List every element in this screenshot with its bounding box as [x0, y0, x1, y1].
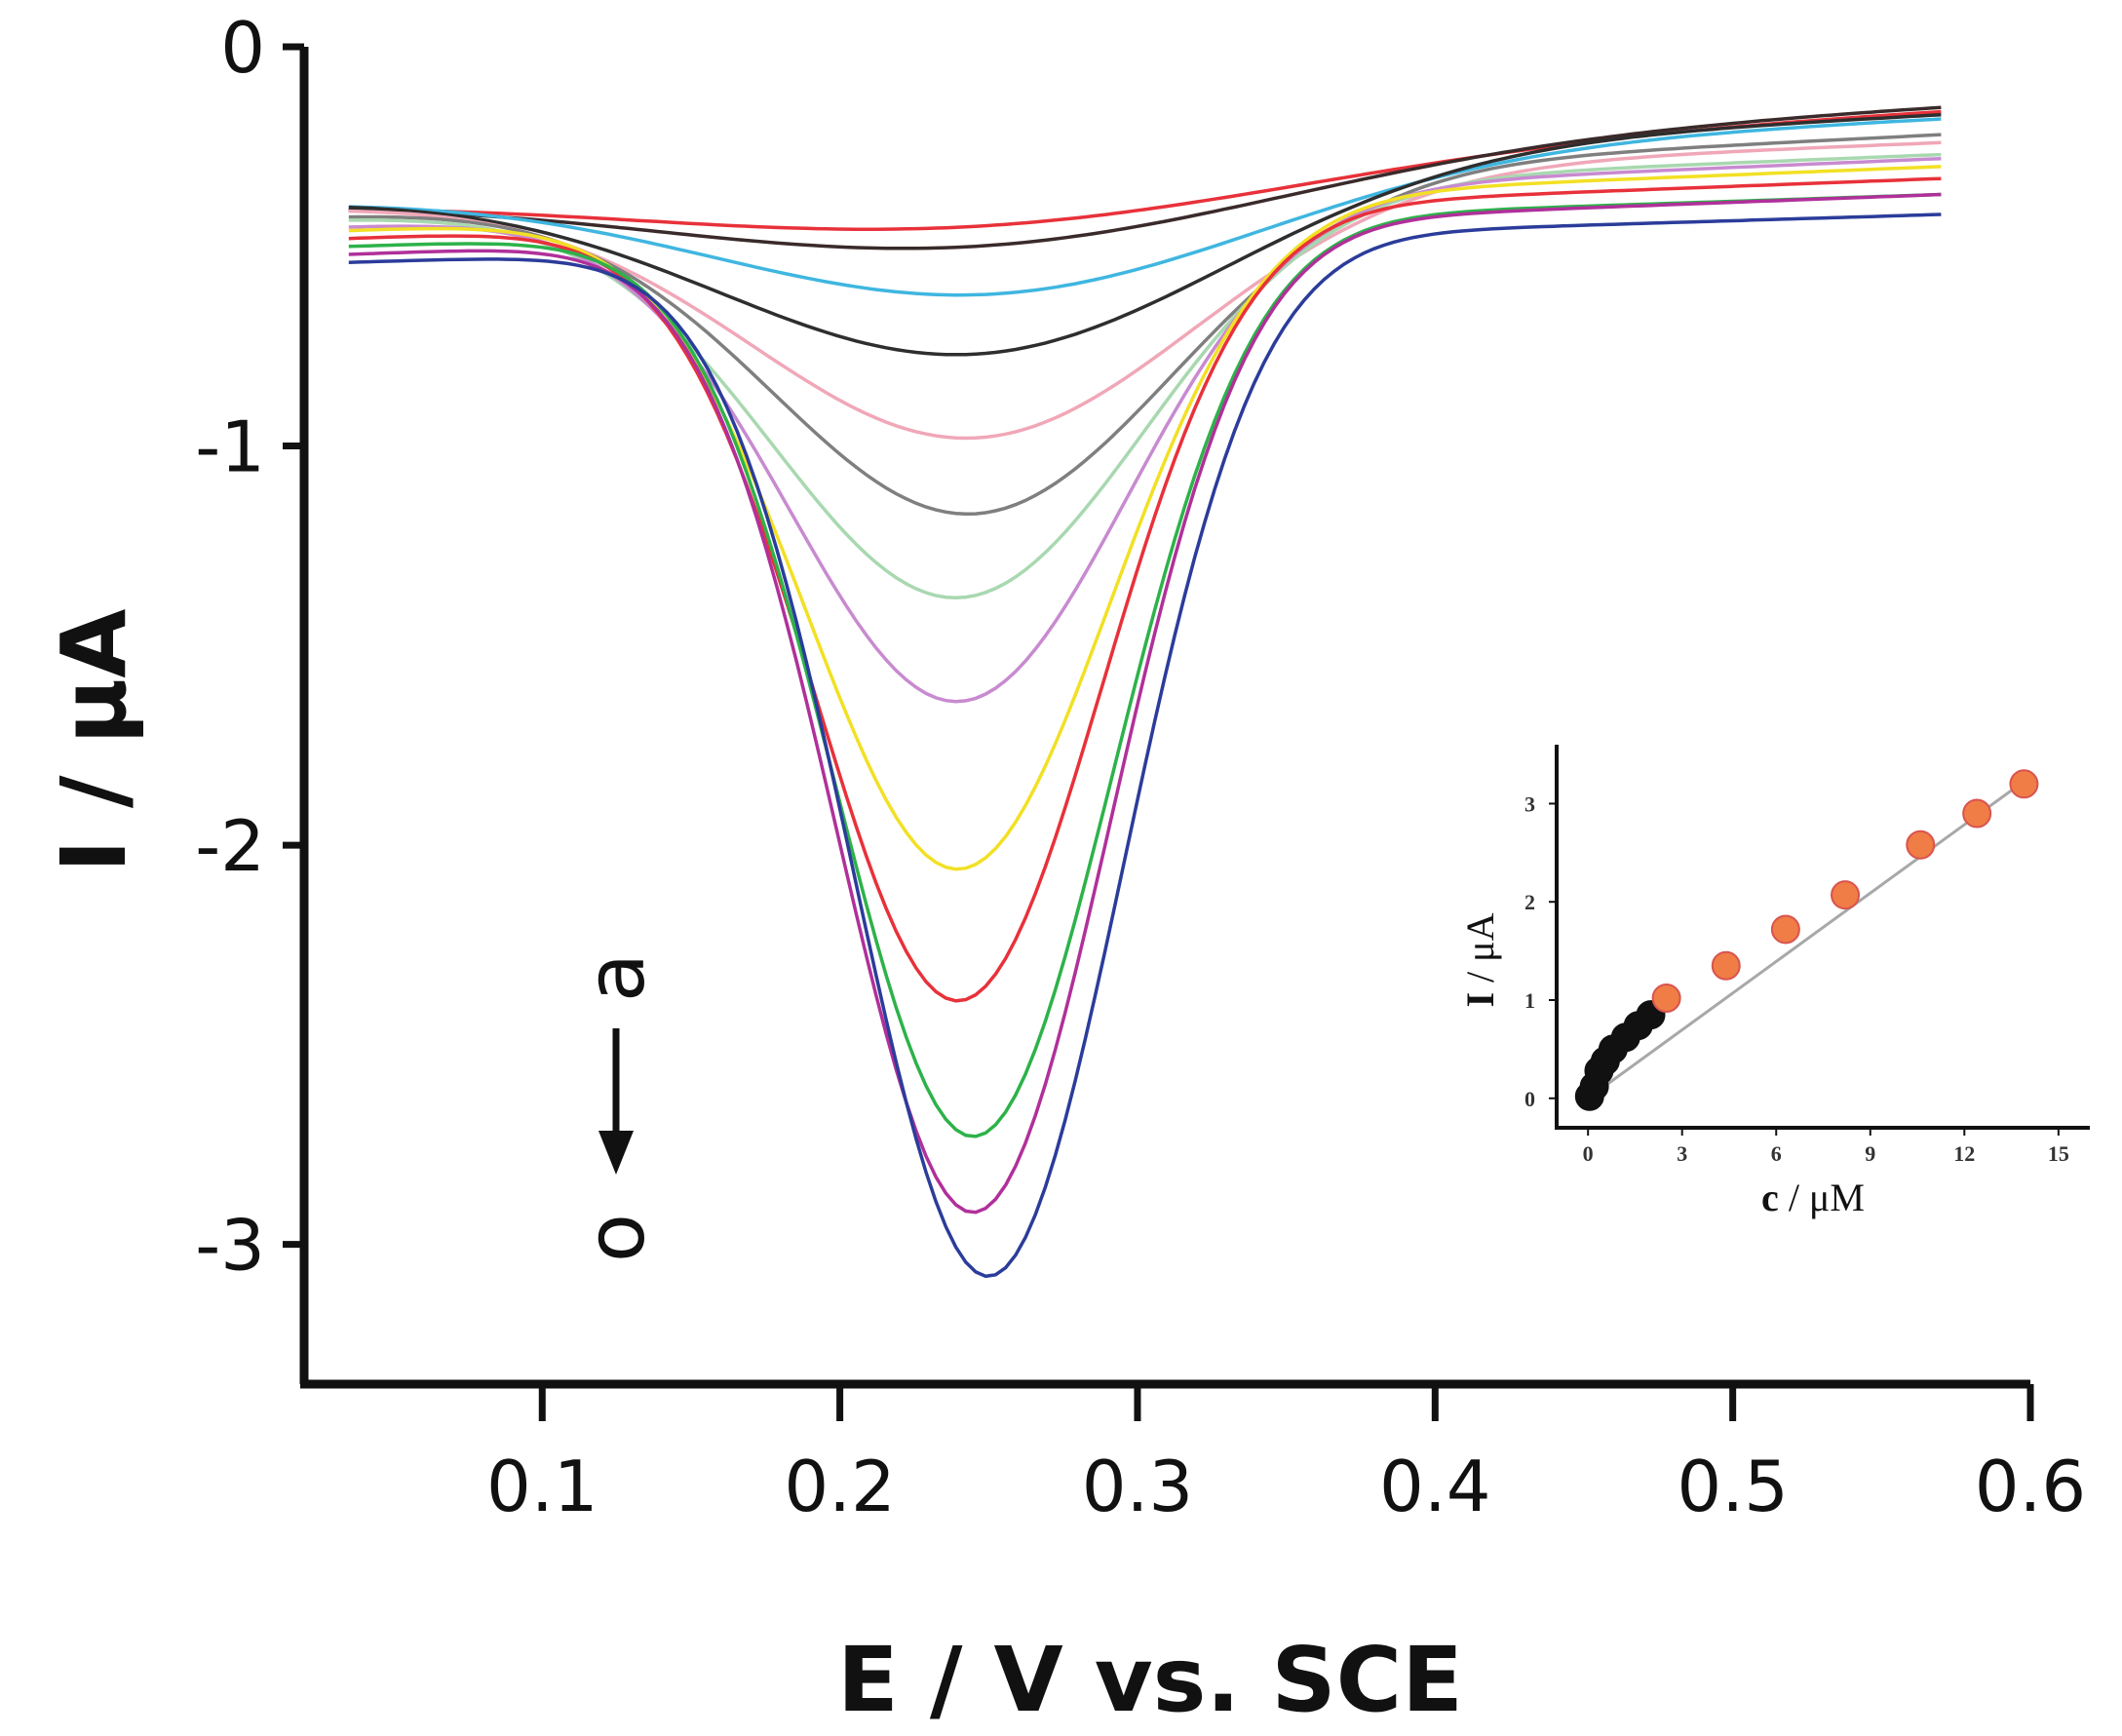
x-tick-label: 0.2: [784, 1446, 896, 1527]
inset-x-axis-title: c / μM: [1761, 1176, 1865, 1219]
inset-x-axis-title-unit: / μM: [1779, 1176, 1865, 1219]
series-curve-7: [348, 152, 1942, 600]
inset-x-tick-label: 12: [1953, 1141, 1975, 1166]
x-tick-label: 0.4: [1379, 1446, 1491, 1527]
inset-y-tick-label: 0: [1524, 1087, 1535, 1111]
y-axis-title: I / μA: [42, 609, 146, 873]
series-curve-13: [348, 212, 1942, 1279]
point-high-concentration: [1651, 983, 1681, 1013]
inset-fit-line: [1587, 778, 2028, 1099]
series-curve-4: [348, 113, 1942, 357]
annotation-start-label: a: [570, 953, 663, 1002]
y-tick-label: 0: [220, 7, 265, 89]
inset-y-axis-title: I / μA: [1458, 912, 1502, 1007]
x-tick-label: 0.1: [486, 1446, 598, 1527]
inset-y-ticks: 0 1 2 3: [1524, 791, 1557, 1111]
point-high-concentration: [1711, 950, 1741, 981]
inset-x-tick-label: 0: [1583, 1141, 1594, 1166]
x-tick-label: 0.6: [1975, 1446, 2087, 1527]
series-curve-12: [348, 192, 1942, 1215]
x-tick-label: 0.5: [1677, 1446, 1789, 1527]
point-high-concentration: [2009, 769, 2039, 799]
annotation-end-label: o: [570, 1214, 663, 1262]
inset-y-tick-label: 2: [1524, 890, 1535, 914]
main-curves: [348, 105, 1942, 1279]
x-tick-label: 0.3: [1082, 1446, 1194, 1527]
y-tick-label: -1: [195, 406, 265, 488]
inset-y-tick-label: 1: [1524, 988, 1535, 1013]
series-curve-2: [348, 105, 1942, 251]
inset-x-tick-label: 15: [2048, 1141, 2069, 1166]
main-y-ticks: 0 -1 -2 -3: [195, 7, 304, 1287]
main-x-ticks: 0.1 0.2 0.3 0.4 0.5 0.6: [486, 1384, 2086, 1527]
inset-y-axis-title-unit: / μA: [1458, 912, 1502, 992]
inset-x-tick-label: 9: [1865, 1141, 1875, 1166]
inset-x-tick-label: 3: [1677, 1141, 1687, 1166]
y-tick-label: -2: [195, 805, 265, 887]
inset-x-ticks: 0 3 6 9 12 15: [1583, 1128, 2069, 1166]
main-chart: 0 -1 -2 -3 0.1 0.2 0.3 0.4 0.5 0.6 E / V vs. SCE…: [42, 7, 2086, 1732]
series-curve-10: [348, 176, 1942, 1003]
x-axis-title: E / V vs. SCE: [837, 1628, 1463, 1732]
inset-x-tick-label: 6: [1771, 1141, 1782, 1166]
series-curve-5: [348, 140, 1942, 441]
series-curve-3: [348, 117, 1942, 297]
inset-y-axis-title-var: I: [1458, 992, 1502, 1008]
annotation-arrow-head: [598, 1131, 634, 1175]
series-order-annotation: a o: [570, 953, 663, 1262]
inset-x-axis-title-var: c: [1761, 1176, 1779, 1219]
point-high-concentration: [1962, 798, 1992, 829]
series-curve-6: [348, 133, 1942, 517]
point-high-concentration: [1770, 914, 1800, 945]
point-high-concentration: [1831, 880, 1861, 910]
y-tick-label: -3: [195, 1205, 265, 1287]
point-high-concentration: [1906, 829, 1936, 860]
inset-points: [1574, 769, 2039, 1111]
inset-y-tick-label: 3: [1524, 791, 1535, 816]
